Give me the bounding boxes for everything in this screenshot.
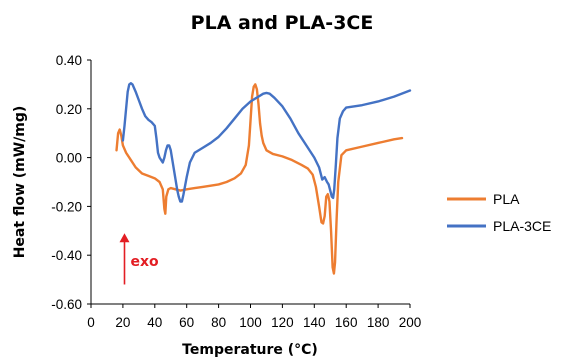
y-tick-label: 0.20 (56, 102, 82, 117)
y-axis-title: Heat flow (mW/mg) (12, 106, 28, 259)
x-tick-label: 140 (303, 315, 326, 330)
y-ticks: 0.40 0.20 0.00 -0.20 -0.40 -0.60 (51, 53, 91, 312)
exo-arrow-head (119, 233, 130, 243)
x-tick-label: 80 (211, 315, 226, 330)
x-ticks: 0 20 40 60 80 100 120 140 160 180 200 (87, 304, 421, 330)
series-line-pla-3ce (121, 81, 412, 203)
x-tick-label: 200 (399, 315, 422, 330)
y-tick-label: -0.20 (51, 199, 82, 214)
y-tick-label: 0.40 (56, 53, 82, 68)
y-tick-label: -0.60 (51, 297, 82, 312)
exo-annotation: exo (119, 233, 159, 285)
y-tick-label: -0.40 (51, 248, 82, 263)
x-tick-label: 60 (179, 315, 194, 330)
x-tick-label: 40 (147, 315, 162, 330)
plot-area: 0.40 0.20 0.00 -0.20 -0.40 -0.60 0 20 40 60 80 100… (51, 53, 421, 330)
x-axis-title: Temperature (°C) (182, 342, 318, 358)
legend-label-pla: PLA (493, 191, 520, 207)
x-tick-label: 100 (239, 315, 262, 330)
legend: PLA PLA-3CE (447, 191, 551, 234)
series-line-pla (115, 83, 404, 275)
x-tick-label: 120 (271, 315, 294, 330)
x-tick-label: 0 (87, 315, 95, 330)
legend-item-pla: PLA (447, 191, 520, 207)
legend-label-pla-3ce: PLA-3CE (493, 218, 551, 234)
x-tick-label: 180 (367, 315, 390, 330)
x-tick-label: 20 (115, 315, 130, 330)
chart-title: PLA and PLA-3CE (191, 12, 374, 34)
series-layer (115, 81, 412, 275)
x-tick-label: 160 (335, 315, 358, 330)
y-tick-label: 0.00 (56, 151, 82, 166)
legend-item-pla-3ce: PLA-3CE (447, 218, 551, 234)
exo-label: exo (130, 254, 159, 270)
